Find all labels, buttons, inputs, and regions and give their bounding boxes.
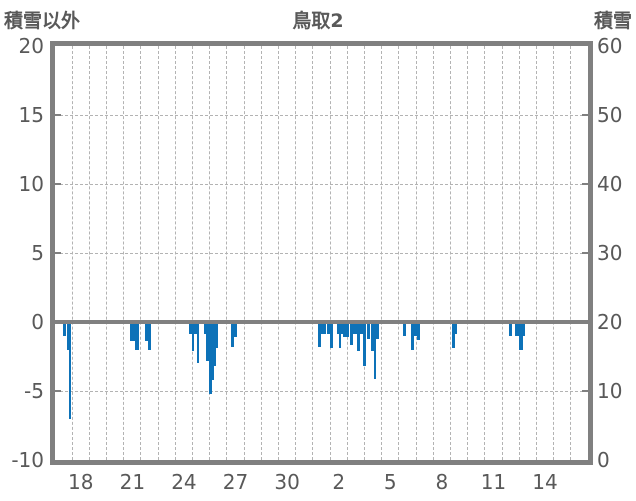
bar	[345, 320, 349, 338]
bar	[148, 320, 151, 350]
x-axis-tick-label: 5	[383, 470, 397, 494]
right-axis-tick-label: 20	[597, 310, 623, 334]
bar	[371, 320, 374, 351]
axis-tick-mark	[582, 252, 588, 254]
right-axis-tick-labels: 60 50 40 30 20 10 0	[597, 0, 636, 501]
bar	[340, 320, 343, 335]
bar	[134, 320, 139, 350]
bar	[63, 320, 66, 336]
bar	[360, 320, 363, 335]
axis-tick-mark	[55, 183, 61, 185]
x-axis-tick-label: 14	[532, 470, 558, 494]
bar	[363, 320, 367, 367]
left-axis-tick-label: 10	[18, 172, 44, 196]
h-gridline	[55, 183, 588, 185]
x-axis-tick-label: 27	[222, 470, 249, 494]
bar	[194, 320, 198, 335]
bar	[352, 320, 356, 335]
axis-tick-mark	[55, 114, 61, 116]
left-axis-tick-label: -10	[11, 448, 44, 472]
left-axis-tick-label: 15	[18, 103, 44, 127]
x-axis-tick-label: 2	[332, 470, 346, 494]
chart-title: 鳥取2	[292, 10, 344, 32]
bar	[350, 320, 353, 346]
right-axis-tick-label: 10	[597, 379, 623, 403]
x-axis-tick-label: 18	[68, 470, 94, 494]
bar	[231, 320, 234, 347]
axis-tick-mark	[582, 390, 588, 392]
bar	[376, 320, 379, 339]
right-axis-tick-label: 40	[597, 172, 623, 196]
right-axis-tick-label: 30	[597, 241, 623, 265]
bar	[523, 320, 526, 336]
left-axis-tick-label: -5	[24, 379, 44, 403]
bar	[68, 320, 72, 419]
bar	[188, 320, 192, 335]
right-axis-tick-label: 60	[597, 34, 623, 58]
bar	[192, 320, 195, 351]
bar	[417, 320, 421, 340]
bar	[451, 320, 455, 349]
bar	[455, 320, 458, 335]
h-gridline	[55, 252, 588, 254]
zero-line	[55, 320, 588, 324]
bar	[373, 320, 376, 379]
bar	[205, 320, 209, 361]
bar	[216, 320, 219, 349]
axis-tick-mark	[55, 252, 61, 254]
left-axis-title: 積雪以外	[4, 10, 81, 32]
h-gridline	[55, 114, 588, 116]
bar	[144, 320, 148, 342]
bar	[233, 320, 237, 338]
axis-tick-mark	[582, 183, 588, 185]
bar	[342, 320, 346, 338]
plot-area	[55, 46, 588, 460]
bar	[211, 320, 215, 380]
bar	[509, 320, 512, 336]
bar	[519, 320, 523, 350]
h-gridline	[55, 390, 588, 392]
bar	[414, 320, 417, 336]
bar	[204, 320, 207, 335]
x-axis-tick-label: 21	[119, 470, 146, 494]
right-axis-tick-label: 0	[597, 448, 610, 472]
axis-tick-mark	[55, 390, 61, 392]
x-axis-tick-label: 30	[274, 470, 300, 494]
bar	[515, 320, 520, 336]
bar	[66, 320, 70, 350]
bar	[336, 320, 339, 335]
left-axis-tick-label: 20	[18, 34, 44, 58]
bar	[411, 320, 414, 350]
x-axis-tick-label: 8	[435, 470, 449, 494]
x-axis-tick-label: 11	[480, 470, 507, 494]
bar	[320, 320, 326, 335]
bar	[209, 320, 212, 394]
bar	[214, 320, 217, 367]
bar	[338, 320, 341, 349]
left-axis-tick-label: 5	[31, 241, 44, 265]
bar	[357, 320, 360, 351]
bar	[355, 320, 358, 335]
bar	[330, 320, 334, 349]
bar	[318, 320, 321, 347]
axis-tick-mark	[582, 114, 588, 116]
bar	[197, 320, 200, 364]
right-axis-tick-label: 50	[597, 103, 623, 127]
x-axis-tick-label: 24	[171, 470, 197, 494]
bar	[367, 320, 370, 339]
right-axis-title: 積雪	[593, 10, 632, 32]
bar	[402, 320, 406, 336]
left-axis-tick-labels: 20 15 10 5 0 -5 -10	[0, 0, 44, 501]
left-axis-tick-label: 0	[31, 310, 44, 334]
bar	[129, 320, 135, 342]
bar	[327, 320, 330, 335]
